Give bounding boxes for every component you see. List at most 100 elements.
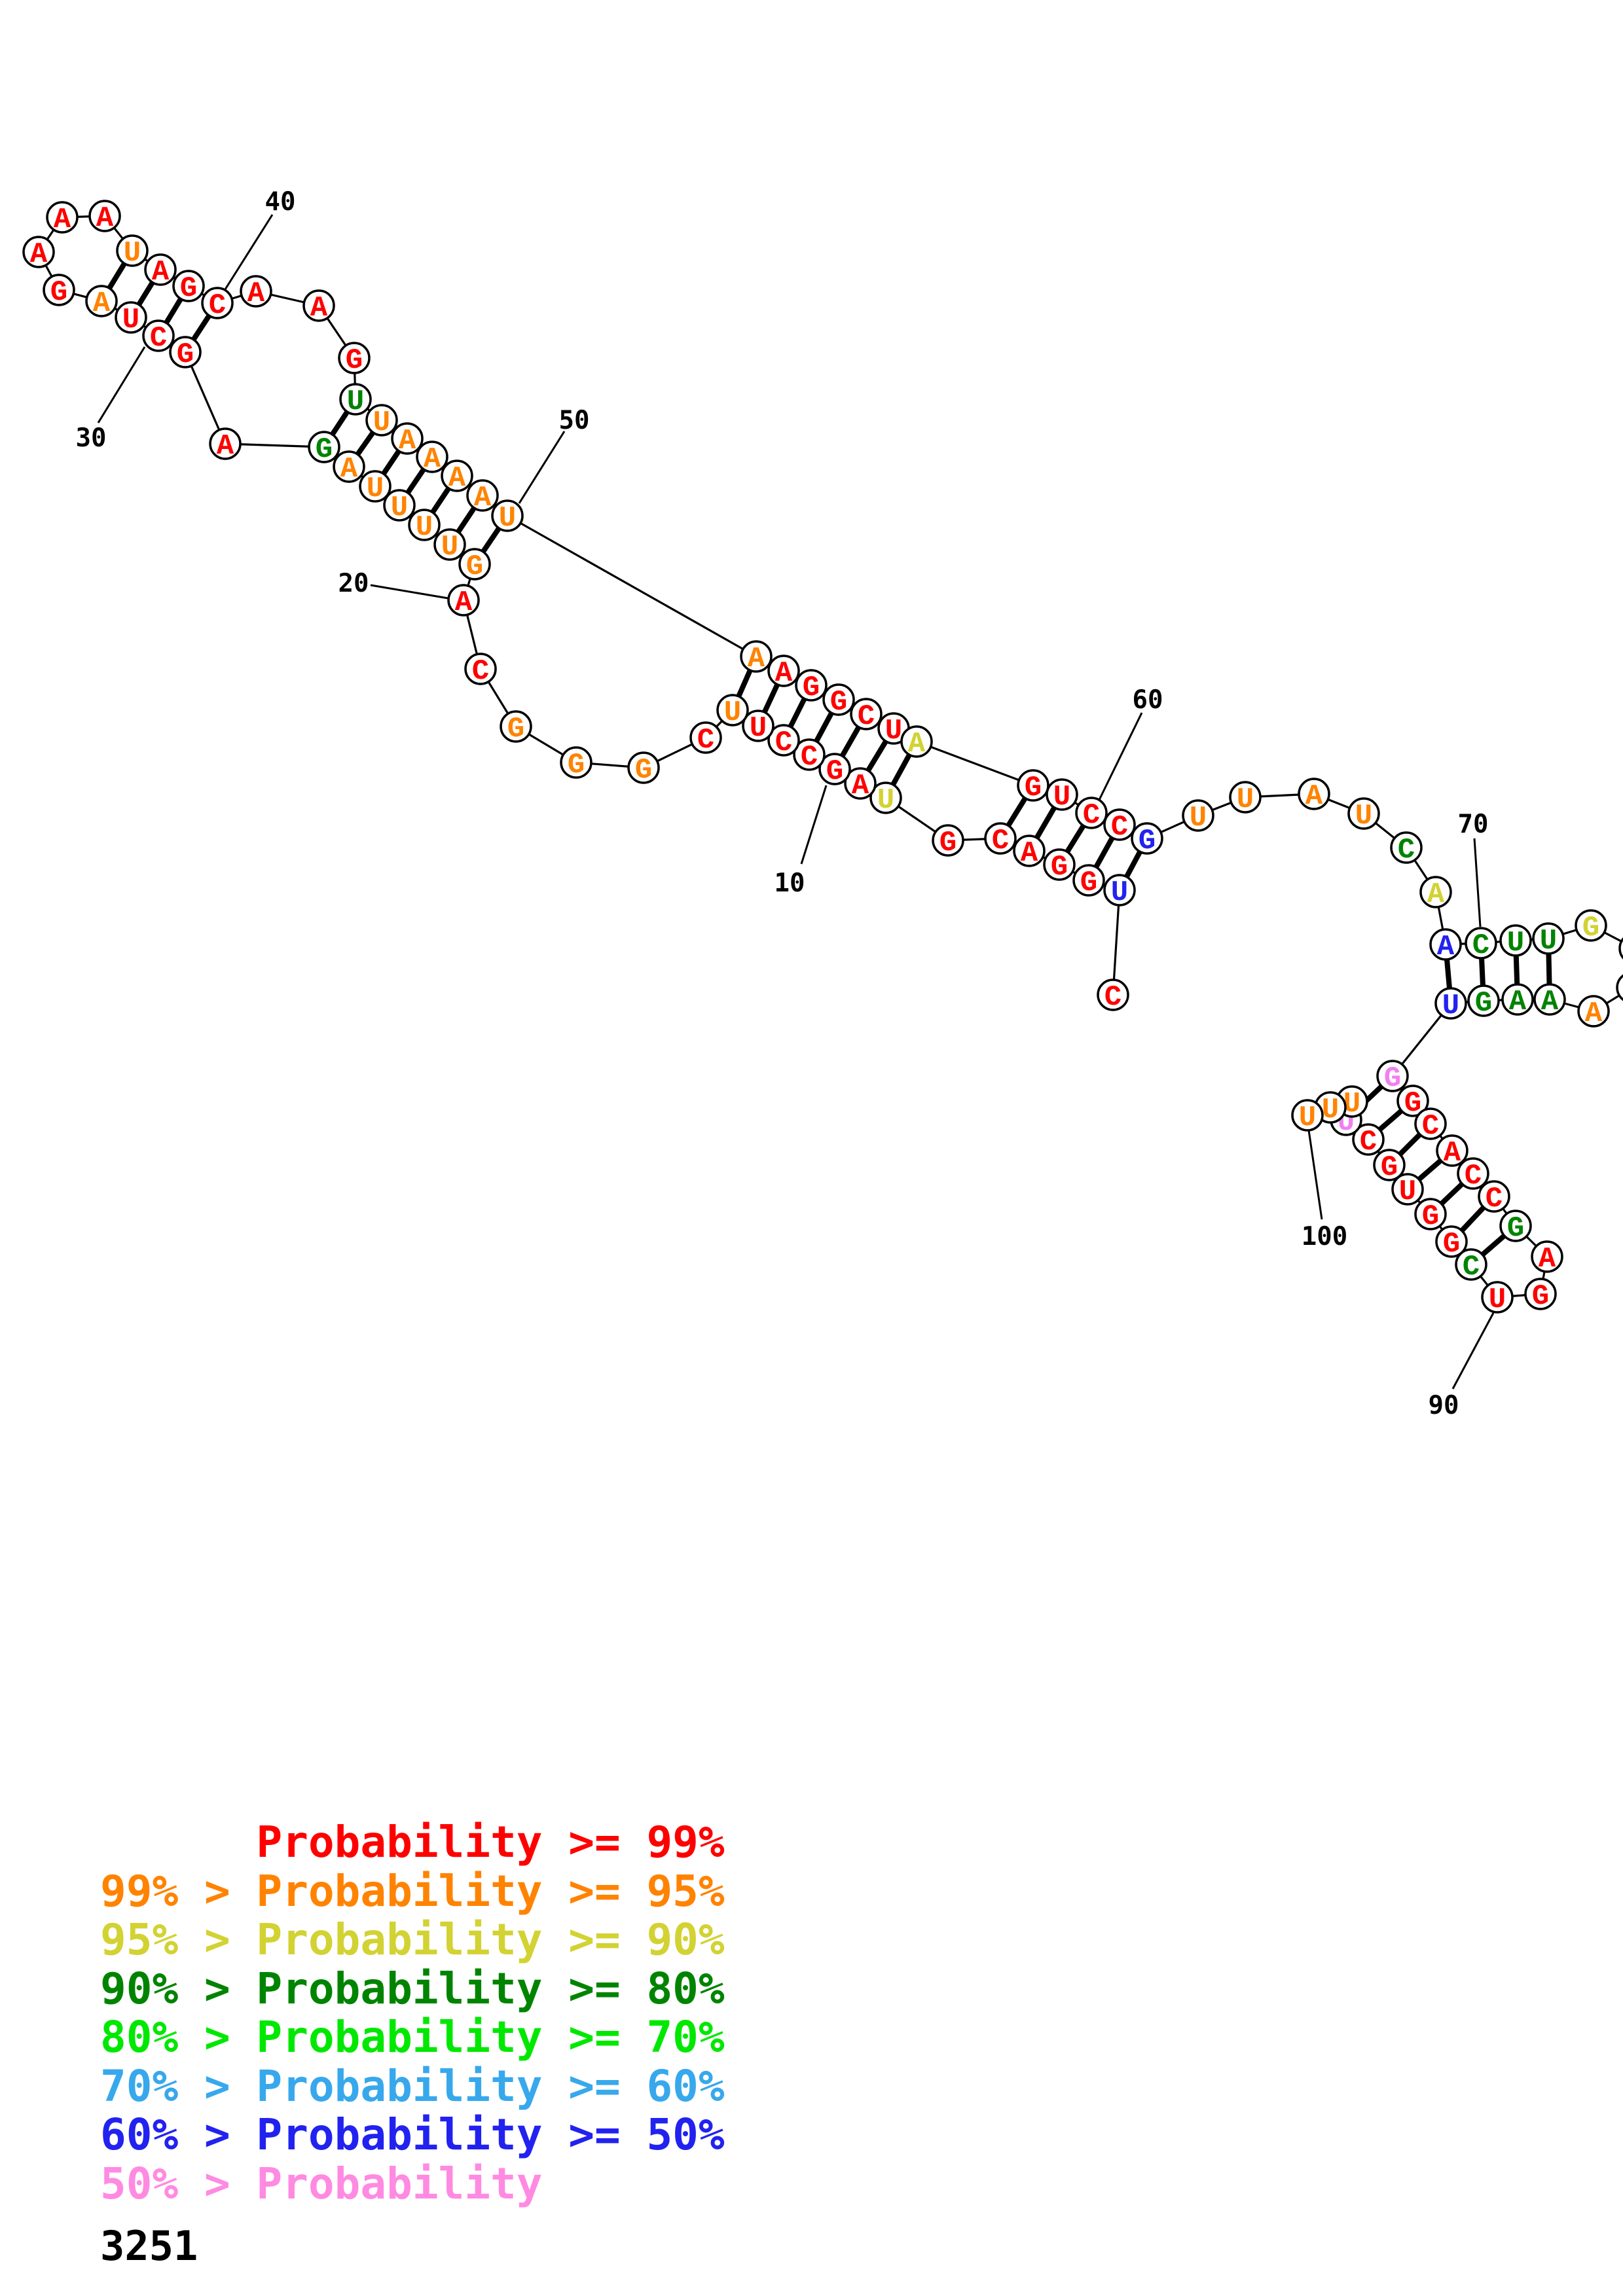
nucleotide-letter: A (474, 482, 492, 514)
label-line (1098, 712, 1143, 800)
nucleotide-circle (742, 709, 775, 742)
nucleotide-letter: A (30, 238, 48, 271)
nucleotide-letter: A (340, 453, 358, 486)
nucleotide-letter: A (1444, 1137, 1461, 1170)
nucleotide-circle (1046, 778, 1078, 811)
nucleotide: A (1436, 1134, 1468, 1170)
nucleotide: C (1455, 1248, 1487, 1283)
label-line (1473, 838, 1482, 927)
nucleotide-circle (560, 746, 593, 779)
nucleotide-letter: U (724, 696, 741, 729)
nucleotide-circle (1499, 924, 1532, 957)
nucleotide: G (1575, 909, 1607, 944)
position-label: 90 (1429, 1391, 1459, 1420)
nucleotide-letter: U (1190, 802, 1207, 834)
nucleotide-circle (466, 479, 499, 512)
nucleotide: C (1103, 808, 1136, 844)
nucleotide-letter: G (1025, 772, 1042, 804)
nucleotide-letter: G (1532, 1280, 1549, 1313)
nucleotide-letter: A (1437, 931, 1455, 963)
nucleotide-circle (1396, 1085, 1429, 1117)
nucleotide-circle (1575, 909, 1607, 942)
position-label: 30 (76, 423, 107, 453)
nucleotide-letter: G (180, 272, 197, 305)
nucleotide: G (338, 342, 371, 377)
nucleotide: A (740, 640, 773, 675)
nucleotide: A (1429, 928, 1462, 963)
position-label: 70 (1458, 810, 1489, 839)
nucleotide-letter: C (858, 700, 875, 733)
nucleotide-letter: C (1111, 811, 1128, 844)
nucleotide-letter: U (441, 531, 458, 564)
nucleotide-circle (1501, 983, 1534, 1016)
nucleotide-circle (1075, 797, 1108, 829)
nucleotide-letter: U (1322, 1094, 1339, 1126)
nucleotide-circle (1043, 848, 1076, 881)
nucleotide-letter: A (748, 643, 765, 675)
nucleotide-circle (209, 427, 242, 460)
label-line (97, 346, 146, 423)
nucleotide: A (1419, 876, 1452, 911)
nucleotide-circle (1429, 928, 1462, 961)
nucleotide-circle (984, 822, 1017, 855)
nucleotide-circle (818, 753, 851, 785)
nucleotide-letter: U (1053, 781, 1070, 814)
nucleotide-letter: G (1582, 912, 1599, 944)
nucleotide: A (767, 655, 800, 690)
nucleotide-circle (447, 584, 480, 617)
nucleotide: A (209, 427, 242, 463)
nucleotide-circle (793, 738, 826, 771)
nucleotide: U (339, 383, 372, 418)
nucleotide: A (844, 767, 877, 802)
nucleotide: G (1435, 1225, 1468, 1261)
nucleotide-circle (869, 781, 902, 814)
nucleotide-letter: U (1442, 990, 1459, 1022)
nucleotide: A (88, 200, 121, 235)
nucleotide-circle (1072, 864, 1105, 897)
nucleotide-circle (1298, 778, 1330, 810)
nucleotide-circle (1352, 1123, 1385, 1156)
nucleotide-letter: A (399, 425, 416, 457)
nucleotide-letter: A (852, 770, 869, 802)
nucleotide-letter: G (177, 338, 194, 371)
nucleotide-letter: A (217, 430, 234, 463)
nucleotide: U (1291, 1099, 1324, 1134)
nucleotide-circle (844, 767, 877, 800)
nucleotide-circle (339, 383, 372, 416)
nucleotide-letter: G (1475, 987, 1492, 1020)
nucleotide-circle (201, 287, 234, 319)
nucleotide-letter: C (1472, 929, 1489, 962)
nucleotide-circle (1524, 1278, 1557, 1310)
nucleotide-letter: G (1051, 851, 1068, 884)
nucleotide: A (1501, 983, 1534, 1018)
nucleotide-letter: C (1398, 834, 1415, 867)
nucleotide-circle (88, 200, 121, 232)
nucleotide-letter: A (1427, 878, 1445, 911)
nucleotide-circle (1391, 1173, 1424, 1206)
nucleotide-circle (627, 751, 660, 784)
nucleotide-letter: G (507, 713, 524, 745)
backbone-bond (916, 740, 1034, 787)
nucleotide-circle (932, 824, 964, 857)
position-label: 50 (559, 406, 590, 435)
nucleotide-circle (740, 640, 773, 673)
nucleotide-circle (1533, 983, 1566, 1016)
nucleotide: G (169, 336, 202, 371)
nucleotide-letter: G (1507, 1212, 1524, 1245)
nucleotide: U (365, 404, 398, 439)
nucleotide-letter: U (885, 715, 902, 747)
nucleotide: C (1457, 1157, 1489, 1193)
nucleotide: G (1524, 1278, 1557, 1313)
nucleotide-letter: U (373, 406, 390, 439)
nucleotide: G (1467, 984, 1500, 1020)
nucleotide-circle (1373, 1149, 1406, 1181)
nucleotide-circle (1499, 1210, 1532, 1242)
nucleotide-letter: G (803, 672, 820, 704)
nucleotide-letter: A (96, 202, 114, 235)
nucleotide-circle (383, 489, 416, 522)
nucleotide: U (1434, 987, 1467, 1022)
nucleotide-letter: A (1541, 986, 1559, 1018)
nucleotide-circle (441, 459, 473, 492)
nucleotide: G (1017, 769, 1049, 804)
nucleotide-letter: A (310, 292, 328, 325)
